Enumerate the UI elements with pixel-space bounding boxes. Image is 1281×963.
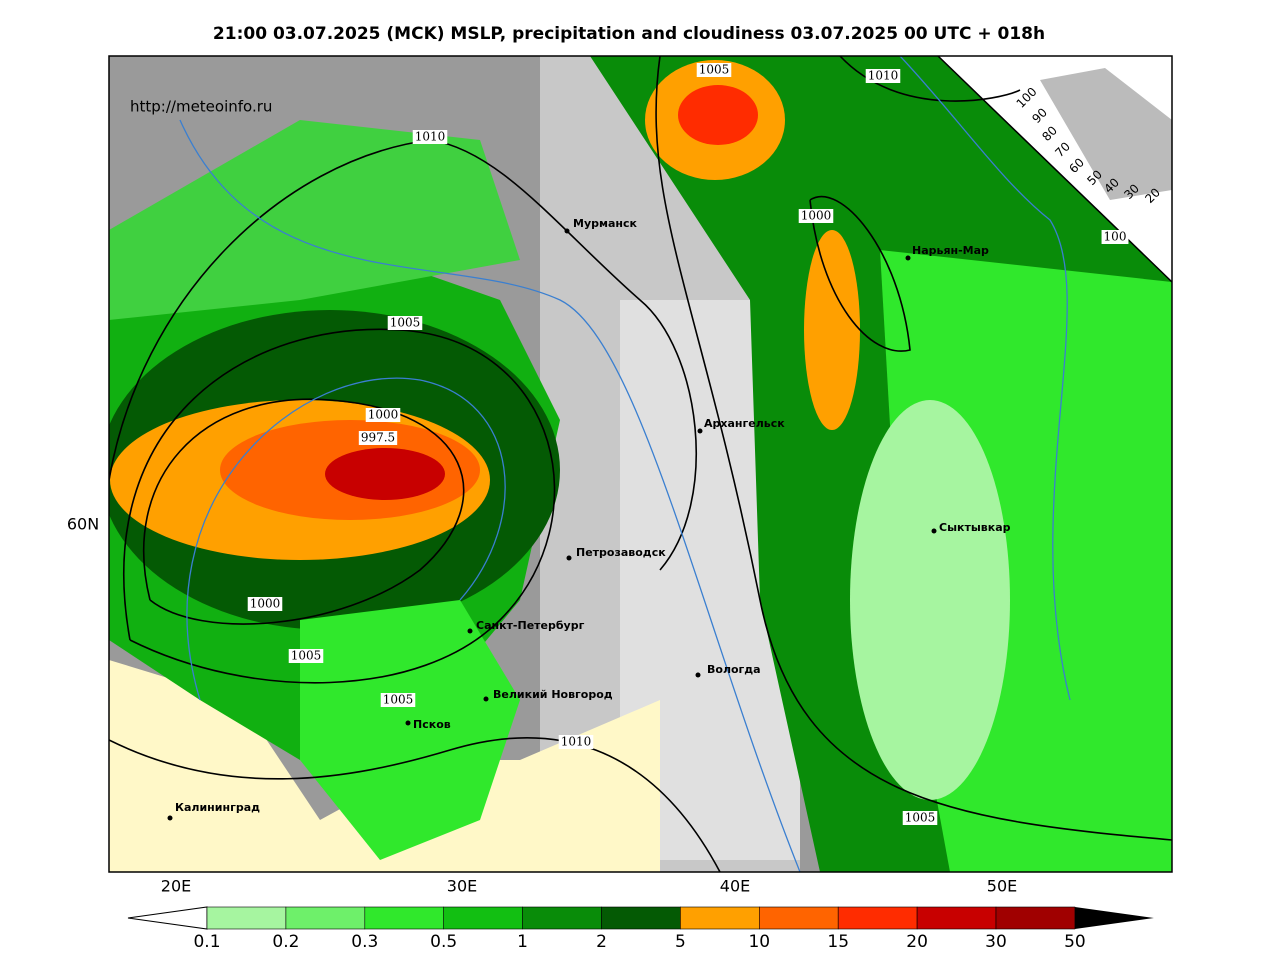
isobar-label-bg <box>902 811 938 825</box>
lon-label: 30E <box>447 877 477 896</box>
city-label: Архангельск <box>704 417 785 430</box>
colorbar-segment <box>522 906 602 930</box>
lon-label: 40E <box>720 877 750 896</box>
city-label: Вологда <box>707 663 761 676</box>
colorbar-tick-label: 0.2 <box>272 932 299 952</box>
city-label: Нарьян-Мар <box>912 244 989 257</box>
isobar-label-bg <box>412 130 448 144</box>
colorbar-segment <box>285 906 366 930</box>
map-frame <box>108 55 1173 873</box>
isobar-label: 1005 <box>699 63 730 77</box>
isobar-label: 997.5 <box>361 431 395 445</box>
colorbar-segment <box>837 906 918 930</box>
isobar-label: 100 <box>1104 230 1127 244</box>
city-label: Сыктывкар <box>939 521 1011 534</box>
city-dot <box>566 555 572 561</box>
city-dot <box>905 255 911 261</box>
colorbar-tick-label: 2 <box>596 932 607 952</box>
isobar-label-bg <box>558 735 594 749</box>
city-dot <box>467 628 473 634</box>
isobar-label: 1005 <box>383 693 414 707</box>
colorbar-tick-label: 10 <box>748 932 770 952</box>
city-label: Великий Новгород <box>493 688 613 701</box>
colorbar-low <box>127 906 208 930</box>
city-dot <box>931 528 937 534</box>
isobar-label: 1010 <box>415 130 446 144</box>
colorbar-segment <box>206 906 287 930</box>
colorbar-tick-label: 50 <box>1064 932 1086 952</box>
colorbar-segment <box>758 906 839 930</box>
city-dot <box>564 228 570 234</box>
isobar-label: 1005 <box>390 316 421 330</box>
colorbar-tick-label: 0.3 <box>351 932 378 952</box>
city-dot <box>695 672 701 678</box>
city-dot <box>697 428 703 434</box>
isobar-label-bg <box>365 408 401 422</box>
city-dot <box>405 720 411 726</box>
city-label: Мурманск <box>573 217 638 230</box>
colorbar-segment <box>601 906 681 930</box>
lon-label: 20E <box>161 877 191 896</box>
colorbar-segment <box>364 906 444 930</box>
isobar-label-bg <box>247 597 283 611</box>
isobar-label-bg <box>380 693 416 707</box>
isobar-label: 1000 <box>368 408 399 422</box>
colorbar-tick-label: 20 <box>906 932 928 952</box>
isobar-label: 1000 <box>250 597 281 611</box>
isobar-label: 1005 <box>291 649 322 663</box>
city-label: Петрозаводск <box>576 546 666 559</box>
colorbar-tick-label: 30 <box>985 932 1007 952</box>
colorbar-tick-label: 5 <box>675 932 686 952</box>
isobar-label-bg <box>358 431 398 445</box>
isobar-label-bg <box>696 63 732 77</box>
isobar-label-bg <box>1101 230 1129 244</box>
lat-label: 60N <box>67 515 99 534</box>
city-label: Санкт-Петербург <box>476 619 585 632</box>
title: 21:00 03.07.2025 (MCK) MSLP, precipitati… <box>213 24 1045 44</box>
colorbar-tick-label: 15 <box>827 932 849 952</box>
city-label: Калининград <box>175 801 260 814</box>
isobar-label-bg <box>288 649 324 663</box>
source-url: http://meteoinfo.ru <box>130 98 272 116</box>
isobar-label: 1010 <box>561 735 592 749</box>
colorbar-segment <box>995 906 1076 930</box>
isobar-label: 1010 <box>868 69 899 83</box>
lon-label: 50E <box>987 877 1017 896</box>
isobar-label: 1000 <box>801 209 832 223</box>
city-label: Псков <box>413 718 451 731</box>
city-dot <box>483 696 489 702</box>
colorbar-high <box>1074 907 1154 929</box>
isobar-label: 1005 <box>905 811 936 825</box>
colorbar-tick-label: 0.1 <box>193 932 220 952</box>
colorbar-segment <box>680 906 760 930</box>
colorbar-tick-label: 1 <box>517 932 528 952</box>
colorbar-segment <box>443 906 523 930</box>
isobar-label-bg <box>798 209 834 223</box>
map <box>109 56 1172 872</box>
colorbar-segment <box>916 906 997 930</box>
isobar-label-bg <box>865 69 901 83</box>
isobar-label-bg <box>387 316 423 330</box>
colorbar-tick-label: 0.5 <box>430 932 457 952</box>
city-dot <box>167 815 173 821</box>
